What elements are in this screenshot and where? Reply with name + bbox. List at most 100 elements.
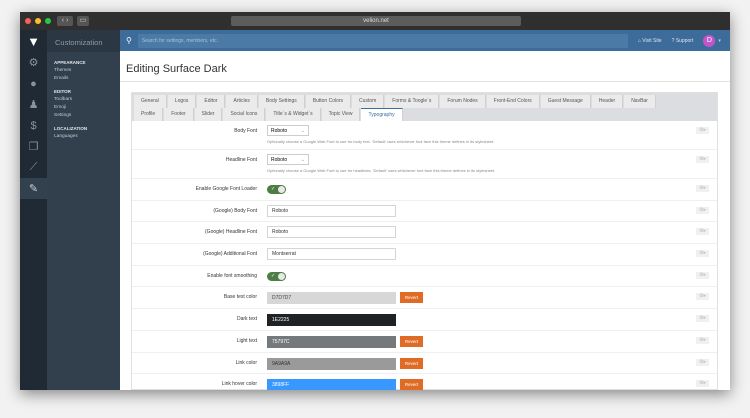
back-forward-buttons[interactable]: ‹ › (57, 16, 73, 26)
tab-footer[interactable]: Footer (164, 108, 194, 121)
minimize-window-button[interactable] (35, 18, 41, 24)
icon-rail: ▼ ⚙ ● ♟ $ ❐ ⟋ ✎ (20, 30, 47, 390)
check-icon: ✓ (271, 186, 276, 192)
tab-forum-nodes[interactable]: Forum Nodes (440, 95, 486, 108)
sidebar-toggle-icon[interactable]: ▭ (77, 16, 89, 26)
gear-icon[interactable]: ⚙▸ (696, 127, 709, 134)
form-row-color: Light text 75797C Revert ⚙▸ (132, 331, 717, 353)
tab-logos[interactable]: Logos (167, 95, 197, 108)
field-label: (Google) Additional Font (203, 251, 257, 258)
sidebar-item-themes[interactable]: Themes (54, 68, 72, 73)
color-field: 1E2225 (267, 314, 396, 327)
color-input[interactable]: 1E2225 (267, 314, 396, 327)
field-label: Headline Font (225, 157, 257, 163)
sidebar-item-settings[interactable]: Settings (54, 113, 72, 118)
avatar[interactable]: D (703, 34, 716, 47)
chat-icon[interactable]: ● (30, 77, 37, 90)
revert-button[interactable]: Revert (400, 379, 423, 390)
google-additional-font-input[interactable]: Montserrat (267, 248, 396, 261)
tab-custom[interactable]: Custom (352, 95, 385, 108)
user-icon[interactable]: ♟ (28, 99, 39, 111)
sub-sidebar: Customization APPEARANCE Themes Emails E… (47, 30, 120, 390)
dollar-icon[interactable]: $ (30, 119, 37, 132)
logo-icon[interactable]: ▼ (27, 33, 40, 49)
tab-title-s-widget-s[interactable]: Title`s & Widget`s (266, 108, 321, 121)
tab-slider[interactable]: Slider (194, 108, 223, 121)
check-icon: ✓ (271, 272, 276, 279)
revert-button[interactable]: Revert (400, 357, 423, 369)
gear-icon[interactable]: ⚙▸ (696, 185, 709, 192)
body-font-select[interactable]: Roboto ⌄ (267, 125, 309, 136)
font-smoothing-toggle[interactable]: ✓ (267, 271, 286, 281)
tab-typography[interactable]: Typography (361, 108, 403, 121)
field-label: Enable font smoothing (207, 272, 257, 279)
gear-icon[interactable]: ⚙▸ (696, 206, 709, 214)
field-label: Dark text (236, 316, 257, 323)
settings-panel: General Logos Editor Articles Body Settings B… (131, 92, 718, 390)
browser-titlebar: ‹ › ▭ velion.net (20, 12, 730, 30)
field-label: Base text color (223, 294, 257, 301)
headline-font-select[interactable]: Roboto ⌄ (267, 154, 309, 165)
color-input[interactable]: 75797C (267, 335, 396, 348)
field-label: (Google) Body Font (213, 207, 257, 214)
gear-icon[interactable]: ⚙▸ (696, 271, 709, 279)
color-input[interactable]: 3898FF (267, 379, 396, 390)
sidebar-item-toolbars[interactable]: Toolbars (54, 97, 73, 102)
chart-icon[interactable]: ⟋ (29, 161, 38, 173)
sidebar-item-emoji[interactable]: Emoji (54, 105, 66, 110)
google-loader-toggle[interactable]: ✓ (267, 185, 286, 194)
field-label: Light text (236, 337, 257, 344)
gear-icon[interactable]: ⚙▸ (696, 358, 709, 366)
color-input[interactable]: 9A9A9A (267, 357, 396, 370)
close-window-button[interactable] (25, 18, 31, 24)
sidebar-item-emails[interactable]: Emails (54, 76, 69, 81)
color-field: D7D7D7 Revert (267, 292, 423, 305)
field-label: (Google) Headline Font (205, 229, 257, 236)
maximize-window-button[interactable] (45, 18, 51, 24)
color-input[interactable]: D7D7D7 (267, 292, 396, 305)
color-field: 9A9A9A Revert (267, 357, 423, 370)
visit-site-link[interactable]: ⌂ Visit Site (637, 37, 662, 44)
gear-icon[interactable]: ⚙▸ (696, 228, 709, 236)
sidebar-group-label: APPEARANCE (54, 60, 86, 65)
tab-front-end-colors[interactable]: Front-End Colors (486, 95, 540, 108)
tab-button-colors[interactable]: Button Colors (305, 95, 352, 108)
gears-icon[interactable]: ⚙ (28, 57, 39, 69)
revert-button[interactable]: Revert (400, 335, 423, 347)
sidebar-item-languages[interactable]: Languages (54, 134, 78, 139)
gear-icon[interactable]: ⚙▸ (696, 380, 709, 388)
chevron-down-icon: ⌄ (300, 128, 305, 134)
google-headline-font-input[interactable]: Roboto (267, 226, 396, 239)
chevron-down-icon[interactable]: ▾ (718, 37, 721, 44)
gear-icon[interactable]: ⚙▸ (696, 250, 709, 258)
gear-icon[interactable]: ⚙▸ (696, 156, 709, 163)
visit-site-label: Visit Site (642, 37, 662, 44)
field-label: Link color (235, 359, 257, 366)
tab-social-icons[interactable]: Social Icons (223, 108, 266, 121)
tab-navbar[interactable]: NavBar (624, 95, 656, 108)
sidebar-group-label: LOCALIZATION (54, 126, 88, 131)
tab-topic-view[interactable]: Topic View (321, 108, 361, 121)
address-bar[interactable]: velion.net (231, 16, 521, 26)
brush-icon[interactable]: ✎ (20, 178, 47, 199)
gear-icon[interactable]: ⚙▸ (696, 293, 709, 301)
search-input[interactable]: Search for settings, members, etc. (137, 33, 628, 48)
tab-forms-toogle-s[interactable]: Forms & Toogle`s (385, 95, 440, 108)
tab-guest-message[interactable]: Guest Message (540, 95, 591, 108)
form-row-google-loader: Enable Google Font Loader ✓ ⚙▸ (132, 179, 717, 201)
form-row-headline-font: Headline Font Roboto ⌄ Optionally choose … (132, 150, 717, 179)
tab-profile[interactable]: Profile (134, 108, 164, 121)
tab-articles[interactable]: Articles (226, 95, 258, 108)
layers-icon[interactable]: ❐ (28, 141, 39, 153)
tab-bar: General Logos Editor Articles Body Settings B… (132, 93, 717, 121)
revert-button[interactable]: Revert (400, 292, 423, 304)
gear-icon[interactable]: ⚙▸ (696, 336, 709, 344)
tab-header[interactable]: Header (591, 95, 624, 108)
tab-general[interactable]: General (134, 95, 167, 108)
support-link[interactable]: ? Support (671, 37, 694, 44)
gear-icon[interactable]: ⚙▸ (696, 315, 709, 323)
tab-editor[interactable]: Editor (197, 95, 226, 108)
typography-form: Body Font Roboto ⌄ Optionally choose a Go… (132, 121, 717, 390)
google-body-font-input[interactable]: Roboto (267, 204, 396, 217)
tab-body-settings[interactable]: Body Settings (258, 95, 305, 108)
